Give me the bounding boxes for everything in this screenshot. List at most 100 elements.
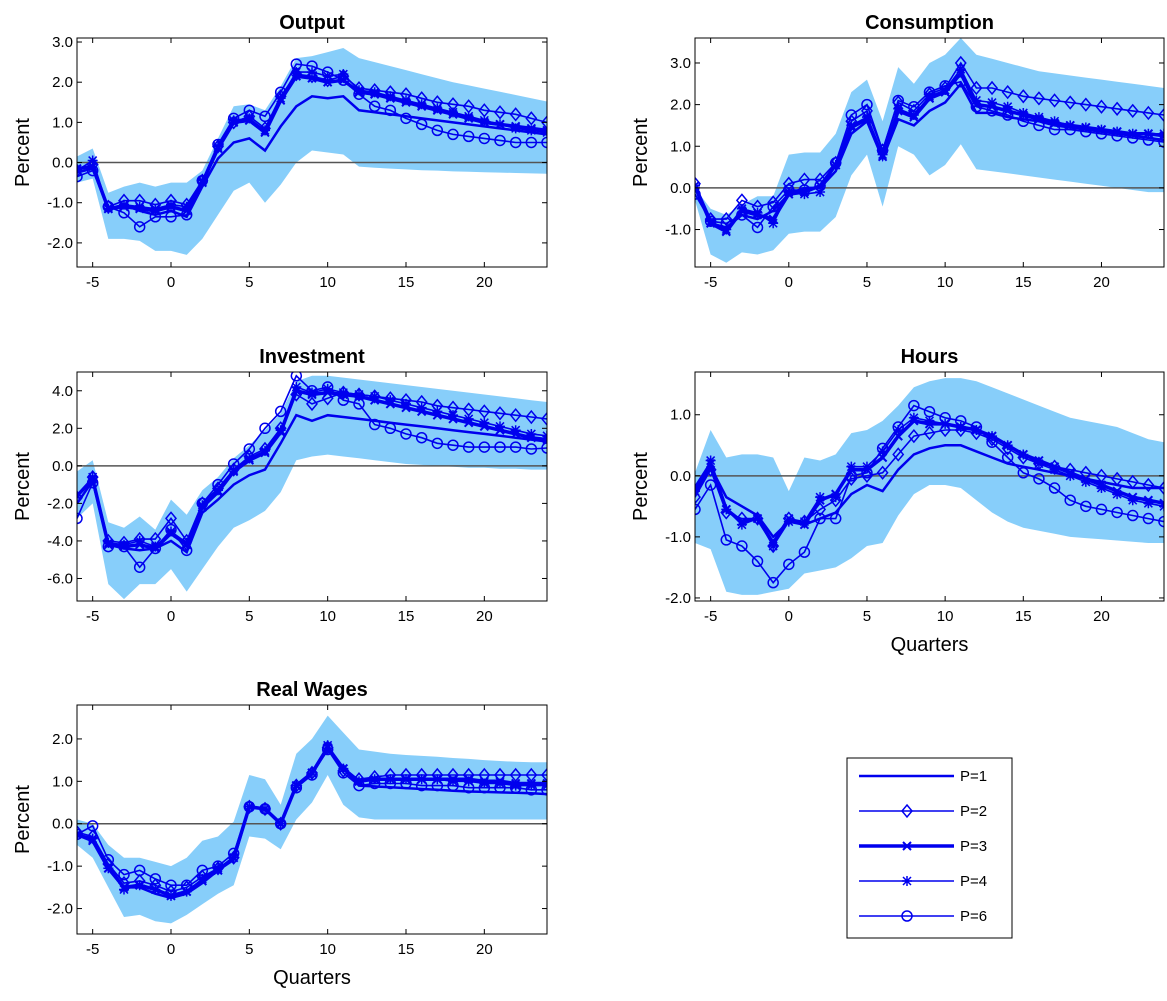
hours-point-p4 xyxy=(1080,476,1091,487)
hours-point-p6 xyxy=(720,534,733,546)
hours-point-p4 xyxy=(924,415,935,426)
investment-point-p4 xyxy=(166,526,176,537)
hours-point-p6 xyxy=(939,412,951,424)
consumption-point-p4 xyxy=(987,97,998,108)
output-point-p6 xyxy=(525,136,538,149)
legend-entry: P=6 xyxy=(859,908,987,925)
investment-point-p4 xyxy=(495,421,505,432)
consumption-xtick-label: 20 xyxy=(1093,274,1110,291)
consumption-point-p6 xyxy=(767,200,779,213)
hours-point-p6 xyxy=(861,467,873,479)
consumption-point-p6 xyxy=(1048,123,1061,136)
consumption-point-p6 xyxy=(798,184,811,196)
output-series-p4 xyxy=(77,67,547,214)
investment-point-p2 xyxy=(525,409,538,425)
investment-point-p6 xyxy=(196,497,209,510)
consumption-point-p6 xyxy=(908,100,920,113)
output-point-p6 xyxy=(77,170,83,183)
hours-point-p6 xyxy=(892,421,904,433)
output-point-p4 xyxy=(401,95,411,106)
hours-point-p4 xyxy=(877,446,888,457)
investment-point-p4 xyxy=(416,402,427,413)
output-point-p6 xyxy=(321,66,334,78)
real-wages-point-p4 xyxy=(166,890,176,901)
output-point-p4 xyxy=(526,125,537,136)
consumption-point-p6 xyxy=(970,100,983,113)
consumption-point-p4 xyxy=(1049,116,1060,127)
hours-axes-box xyxy=(694,371,1165,602)
consumption-point-p6 xyxy=(892,94,904,107)
real-wages-point-p6 xyxy=(77,828,83,841)
real-wages-point-p6 xyxy=(259,803,271,815)
real-wages-xtick-label: 15 xyxy=(398,941,415,958)
investment-point-p6 xyxy=(274,405,287,418)
hours-point-p6 xyxy=(798,546,811,558)
hours-point-p2 xyxy=(892,447,905,462)
real-wages-xlabel: Quarters xyxy=(273,967,351,989)
hours-point-p6 xyxy=(908,399,920,412)
real-wages-point-p4 xyxy=(495,778,505,789)
investment-ytick-label: 4.0 xyxy=(52,383,73,400)
output-point-p6 xyxy=(462,130,475,143)
hours-point-p4 xyxy=(1143,498,1154,509)
output-series-p1 xyxy=(77,94,547,219)
output-point-p4 xyxy=(463,111,474,122)
real-wages-point-p6 xyxy=(509,781,522,794)
consumption-point-p6 xyxy=(704,215,717,227)
real-wages-ylabel: Percent xyxy=(12,785,34,854)
investment-point-p3 xyxy=(542,434,547,445)
investment-point-p6 xyxy=(462,441,475,453)
output-series-p6 xyxy=(77,58,547,233)
investment-point-p6 xyxy=(478,441,491,453)
consumption-point-p6 xyxy=(861,98,873,111)
investment-point-p6 xyxy=(525,443,538,455)
output-point-p4 xyxy=(448,107,458,118)
hours-point-p6 xyxy=(1001,451,1014,464)
output-point-p6 xyxy=(337,74,350,86)
real-wages-point-p6 xyxy=(243,801,256,813)
hours-point-p4 xyxy=(861,461,872,472)
legend-entry: P=1 xyxy=(859,768,987,785)
output-point-p4 xyxy=(228,115,239,126)
consumption-ytick-label: 3.0 xyxy=(670,55,691,72)
output-point-p6 xyxy=(447,128,459,141)
hours-ytick-label: -2.0 xyxy=(665,590,691,607)
consumption-plot-area xyxy=(695,38,1164,263)
output-point-p4 xyxy=(87,155,98,166)
hours-point-p2 xyxy=(1095,468,1108,483)
consumption-confidence-band xyxy=(695,38,1164,263)
output-point-p6 xyxy=(227,112,240,125)
investment-point-p6 xyxy=(353,398,365,410)
consumption-ytick-label: -1.0 xyxy=(665,222,691,239)
real-wages-point-p4 xyxy=(197,873,208,884)
consumption-point-p4 xyxy=(1127,128,1138,139)
real-wages-point-p4 xyxy=(448,776,458,787)
hours-point-p4 xyxy=(1033,458,1044,469)
real-wages-point-p4 xyxy=(307,767,317,778)
hours-point-p6 xyxy=(986,436,998,448)
real-wages-line-p6 xyxy=(77,748,547,887)
consumption-point-p6 xyxy=(720,217,733,230)
consumption-point-p6 xyxy=(1142,134,1155,146)
hours-point-p4 xyxy=(940,418,951,429)
investment-point-p6 xyxy=(321,381,334,393)
investment-xtick-label: -5 xyxy=(86,608,99,625)
hours-point-p6 xyxy=(751,555,764,568)
consumption-point-p4 xyxy=(830,159,841,170)
real-wages-point-p6 xyxy=(478,781,491,794)
legend-entry: P=2 xyxy=(859,803,987,820)
output-point-p4 xyxy=(369,87,380,98)
consumption-point-p6 xyxy=(876,144,889,157)
hours-xtick-label: -5 xyxy=(704,608,717,625)
consumption-point-p4 xyxy=(924,91,935,102)
investment-point-p6 xyxy=(118,540,130,553)
investment-xtick-label: 5 xyxy=(245,608,253,625)
output-line-p6 xyxy=(77,63,547,228)
hours-point-p6 xyxy=(1064,494,1076,506)
output-point-p4 xyxy=(150,203,161,214)
real-wages-point-p6 xyxy=(133,864,146,877)
real-wages-point-p6 xyxy=(541,784,547,796)
output-ylabel: Percent xyxy=(12,118,34,187)
output-point-p4 xyxy=(244,113,255,124)
output-ytick-label: 1.0 xyxy=(52,114,73,131)
